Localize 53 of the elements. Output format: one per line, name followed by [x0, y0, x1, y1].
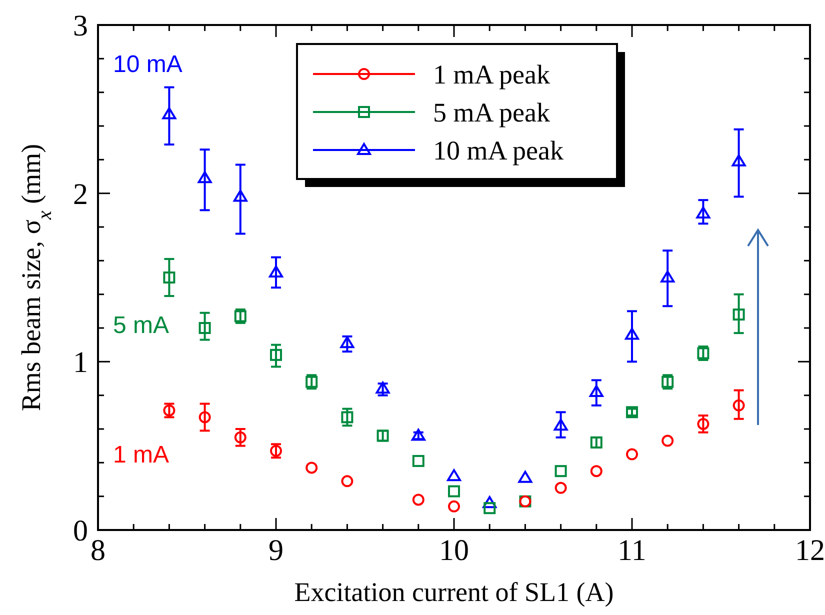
point: [269, 265, 283, 278]
point: [341, 475, 354, 488]
point: [448, 500, 460, 512]
legend-label: 1 mA peak: [433, 59, 550, 90]
x-tick-label: 8: [90, 534, 106, 567]
point: [411, 428, 426, 441]
point: [448, 485, 460, 498]
point: [589, 384, 604, 397]
point: [732, 154, 746, 166]
point: [662, 434, 674, 447]
y-tick-label: 1: [73, 346, 88, 380]
point: [554, 465, 567, 478]
point: [412, 494, 424, 506]
y-tick-label: 3: [73, 10, 88, 42]
point: [518, 470, 532, 483]
point: [341, 411, 354, 424]
point: [198, 411, 211, 424]
point: [198, 171, 212, 184]
point: [162, 107, 176, 120]
x-tick-label: 11: [618, 534, 646, 567]
point: [625, 328, 639, 340]
annotation: 5 mA: [113, 312, 170, 340]
point: [590, 465, 602, 478]
point: [340, 336, 354, 348]
point: [412, 454, 424, 467]
point: [697, 418, 710, 430]
point: [732, 399, 745, 412]
point: [732, 308, 745, 321]
legend-label: 5 mA peak: [433, 97, 550, 128]
x-tick-label: 9: [268, 534, 284, 567]
x-tick-label: 10: [439, 534, 469, 567]
point: [198, 322, 211, 334]
x-axis-title: Excitation current of SL1 (A): [294, 577, 614, 607]
legend-label: 10 mA peak: [433, 135, 564, 166]
point: [626, 448, 638, 460]
point: [447, 469, 461, 482]
point: [163, 272, 176, 284]
point: [484, 502, 496, 514]
y-tick-label: 0: [73, 514, 88, 548]
point: [554, 482, 567, 494]
point: [482, 496, 497, 508]
point: [660, 270, 675, 282]
point: [696, 206, 710, 219]
point: [234, 431, 246, 444]
point: [233, 190, 248, 202]
y-tick-label: 2: [73, 178, 88, 211]
point: [270, 348, 282, 361]
point: [376, 382, 390, 394]
annotation: 1 mA: [113, 442, 170, 469]
point: [306, 462, 318, 474]
annotation: 10 mA: [113, 51, 182, 78]
point: [554, 418, 568, 431]
x-tick-label: 12: [795, 534, 825, 567]
